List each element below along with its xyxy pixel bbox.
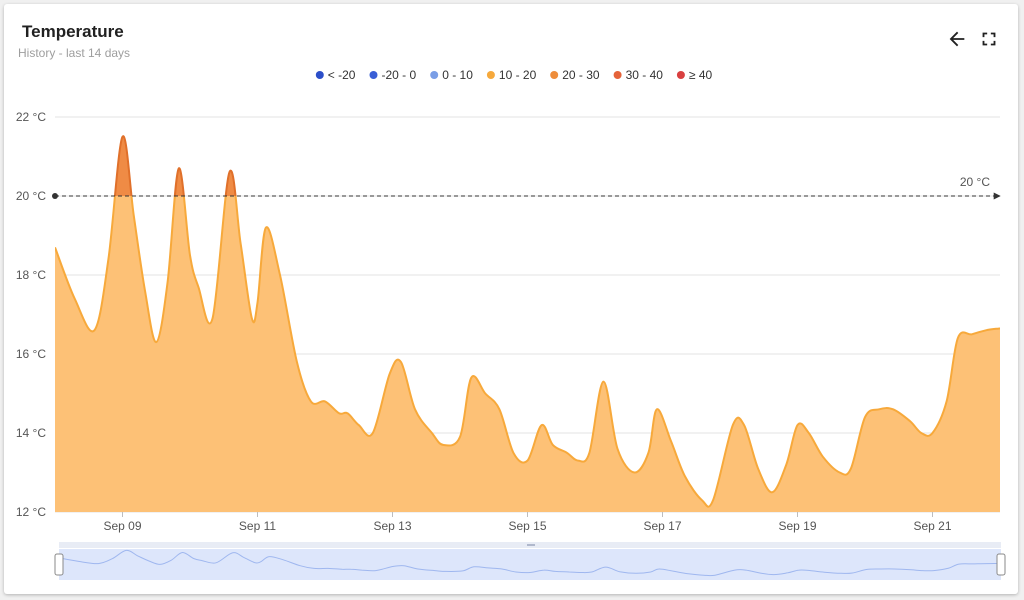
legend-swatch bbox=[369, 71, 378, 79]
brush-grip[interactable] bbox=[527, 544, 535, 546]
legend-swatch bbox=[613, 71, 622, 79]
legend-item[interactable]: 0 - 10 bbox=[430, 68, 473, 82]
brush-preview-line bbox=[58, 549, 1002, 577]
chart-legend: < -20 -20 - 0 0 - 10 10 - 20 20 - 30 30 - 40 ≥… bbox=[315, 68, 713, 82]
legend-item[interactable]: ≥ 40 bbox=[676, 68, 713, 82]
legend-label: 10 - 20 bbox=[499, 68, 537, 82]
brush-handle-right[interactable] bbox=[996, 553, 1006, 576]
chart-subtitle: History - last 14 days bbox=[18, 46, 131, 60]
x-tick-label: Sep 09 bbox=[103, 519, 141, 533]
x-tick-label: Sep 15 bbox=[508, 519, 546, 533]
x-tick-label: Sep 19 bbox=[778, 519, 816, 533]
legend-label: 20 - 30 bbox=[562, 68, 600, 82]
legend-item[interactable]: 30 - 40 bbox=[613, 68, 664, 82]
arrow-left-icon bbox=[949, 31, 965, 47]
legend-swatch bbox=[486, 71, 495, 79]
legend-item[interactable]: -20 - 0 bbox=[369, 68, 417, 82]
x-tick-label: Sep 11 bbox=[239, 519, 276, 533]
x-axis: Sep 09 Sep 11 Sep 13 Sep 15 Sep 17 Sep 19 Sep … bbox=[103, 512, 952, 533]
x-tick-label: Sep 13 bbox=[373, 519, 411, 533]
y-tick-label: 16 °C bbox=[16, 347, 46, 361]
y-tick-label: 12 °C bbox=[16, 505, 46, 519]
y-axis: 22 °C 20 °C 18 °C 16 °C 14 °C 12 °C bbox=[16, 110, 46, 519]
chart-title: Temperature bbox=[22, 22, 124, 41]
legend-item[interactable]: < -20 bbox=[315, 68, 356, 82]
y-tick-label: 18 °C bbox=[16, 268, 46, 282]
y-tick-label: 14 °C bbox=[16, 426, 46, 440]
brush-handle-left[interactable] bbox=[54, 553, 64, 576]
legend-label: < -20 bbox=[328, 68, 356, 82]
y-tick-label: 20 °C bbox=[16, 189, 46, 203]
back-button[interactable] bbox=[946, 28, 968, 50]
reference-line-group: 20 °C bbox=[52, 175, 1001, 200]
legend-swatch bbox=[430, 71, 439, 79]
legend-label: -20 - 0 bbox=[382, 68, 417, 82]
legend-swatch bbox=[315, 71, 324, 79]
fullscreen-button[interactable] bbox=[978, 28, 1000, 50]
legend-item[interactable]: 10 - 20 bbox=[486, 68, 537, 82]
area-fill-10-20 bbox=[55, 196, 1000, 512]
area-line-10-20 bbox=[55, 196, 1000, 508]
reference-line-label: 20 °C bbox=[960, 175, 990, 189]
y-tick-label: 22 °C bbox=[16, 110, 46, 124]
legend-label: 30 - 40 bbox=[626, 68, 664, 82]
range-brush[interactable] bbox=[54, 542, 1006, 580]
legend-swatch bbox=[550, 71, 559, 79]
legend-item[interactable]: 20 - 30 bbox=[550, 68, 600, 82]
legend-swatch bbox=[676, 71, 685, 79]
area-fill-20-30 bbox=[114, 136, 236, 196]
legend-label: ≥ 40 bbox=[689, 68, 713, 82]
x-tick-label: Sep 17 bbox=[643, 519, 681, 533]
fullscreen-icon bbox=[982, 32, 996, 46]
temperature-area bbox=[55, 135, 1000, 512]
legend-label: 0 - 10 bbox=[442, 68, 473, 82]
brush-window[interactable] bbox=[59, 549, 1001, 580]
x-tick-label: Sep 21 bbox=[913, 519, 951, 533]
